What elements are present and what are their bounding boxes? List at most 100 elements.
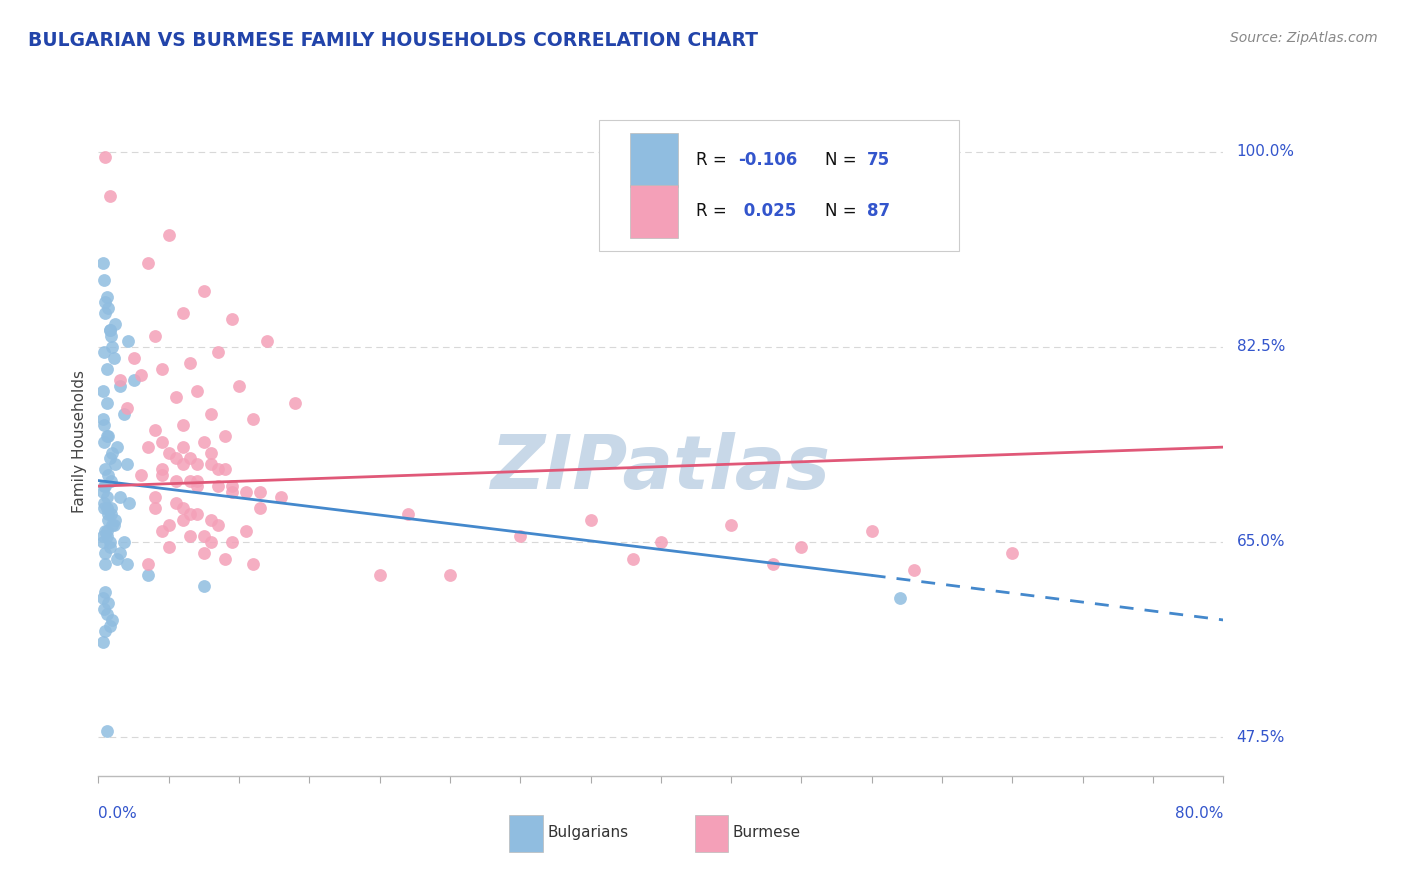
Text: R =: R = bbox=[696, 202, 731, 220]
Point bbox=[93, 601, 115, 615]
Point bbox=[396, 507, 419, 521]
Text: 65.0%: 65.0% bbox=[1237, 534, 1285, 549]
Point bbox=[98, 323, 121, 337]
Point bbox=[93, 496, 115, 510]
Point bbox=[165, 474, 187, 488]
Text: R =: R = bbox=[696, 151, 731, 169]
Point bbox=[143, 490, 166, 504]
Point bbox=[96, 607, 118, 622]
Point bbox=[172, 501, 194, 516]
Point bbox=[94, 306, 117, 320]
Point bbox=[193, 284, 215, 298]
Point bbox=[93, 501, 115, 516]
Point bbox=[100, 328, 122, 343]
Point bbox=[96, 501, 118, 516]
Point bbox=[509, 529, 531, 543]
Point bbox=[214, 462, 236, 476]
Point bbox=[621, 551, 644, 566]
Point bbox=[150, 434, 173, 449]
Point bbox=[112, 407, 135, 421]
Point bbox=[97, 301, 120, 315]
Point bbox=[100, 474, 122, 488]
Point bbox=[193, 529, 215, 543]
Point bbox=[93, 417, 115, 432]
Text: 0.0%: 0.0% bbox=[98, 806, 138, 822]
Point bbox=[91, 384, 114, 399]
Point bbox=[101, 445, 124, 460]
Point bbox=[96, 529, 118, 543]
Text: 100.0%: 100.0% bbox=[1237, 145, 1295, 159]
Point bbox=[98, 541, 121, 555]
Point bbox=[98, 618, 121, 632]
Point bbox=[368, 568, 391, 582]
Point bbox=[221, 484, 243, 499]
Point bbox=[762, 557, 785, 571]
Point bbox=[93, 345, 115, 359]
Point bbox=[94, 557, 117, 571]
Point bbox=[193, 546, 215, 560]
Point bbox=[94, 479, 117, 493]
Point bbox=[157, 228, 180, 243]
Point bbox=[179, 356, 201, 371]
Point bbox=[256, 334, 278, 348]
Point bbox=[790, 541, 813, 555]
FancyBboxPatch shape bbox=[599, 120, 959, 251]
Point bbox=[207, 345, 229, 359]
Point bbox=[228, 378, 250, 392]
Point bbox=[284, 395, 307, 409]
Bar bbox=[630, 133, 678, 186]
Bar bbox=[695, 815, 728, 852]
Point bbox=[150, 467, 173, 482]
Point bbox=[200, 534, 222, 549]
Bar bbox=[509, 815, 543, 852]
Point bbox=[186, 479, 208, 493]
Point bbox=[172, 440, 194, 454]
Point bbox=[94, 295, 117, 310]
Point bbox=[122, 373, 145, 387]
Point bbox=[200, 407, 222, 421]
Point bbox=[179, 529, 201, 543]
Point bbox=[108, 546, 131, 560]
Point bbox=[104, 512, 127, 526]
Point bbox=[98, 323, 121, 337]
Text: 75: 75 bbox=[866, 151, 890, 169]
Point bbox=[235, 524, 257, 538]
Point bbox=[214, 429, 236, 443]
Point bbox=[108, 490, 131, 504]
Point bbox=[136, 568, 159, 582]
Text: 82.5%: 82.5% bbox=[1237, 339, 1285, 354]
Point bbox=[112, 534, 135, 549]
Point bbox=[172, 306, 194, 320]
Text: ZIPatlas: ZIPatlas bbox=[491, 432, 831, 505]
Point bbox=[97, 429, 120, 443]
Point bbox=[97, 507, 120, 521]
Point bbox=[104, 318, 127, 332]
Point bbox=[91, 591, 114, 605]
Point bbox=[186, 384, 208, 399]
Point bbox=[115, 457, 138, 471]
Point bbox=[200, 512, 222, 526]
Point bbox=[249, 484, 271, 499]
Point bbox=[98, 534, 121, 549]
Point bbox=[96, 429, 118, 443]
Point bbox=[157, 518, 180, 533]
Text: N =: N = bbox=[825, 151, 862, 169]
Point bbox=[91, 529, 114, 543]
Point bbox=[115, 401, 138, 415]
Point bbox=[1001, 546, 1024, 560]
Point bbox=[720, 518, 742, 533]
Point bbox=[439, 568, 461, 582]
Point bbox=[150, 362, 173, 376]
Point bbox=[101, 518, 124, 533]
Point bbox=[96, 490, 118, 504]
Point bbox=[101, 613, 124, 627]
Point bbox=[91, 635, 114, 649]
Point bbox=[118, 496, 141, 510]
Point bbox=[105, 551, 128, 566]
Point bbox=[96, 289, 118, 303]
Point bbox=[150, 462, 173, 476]
Point bbox=[136, 256, 159, 270]
Point bbox=[207, 479, 229, 493]
Point bbox=[108, 378, 131, 392]
Point bbox=[143, 424, 166, 438]
